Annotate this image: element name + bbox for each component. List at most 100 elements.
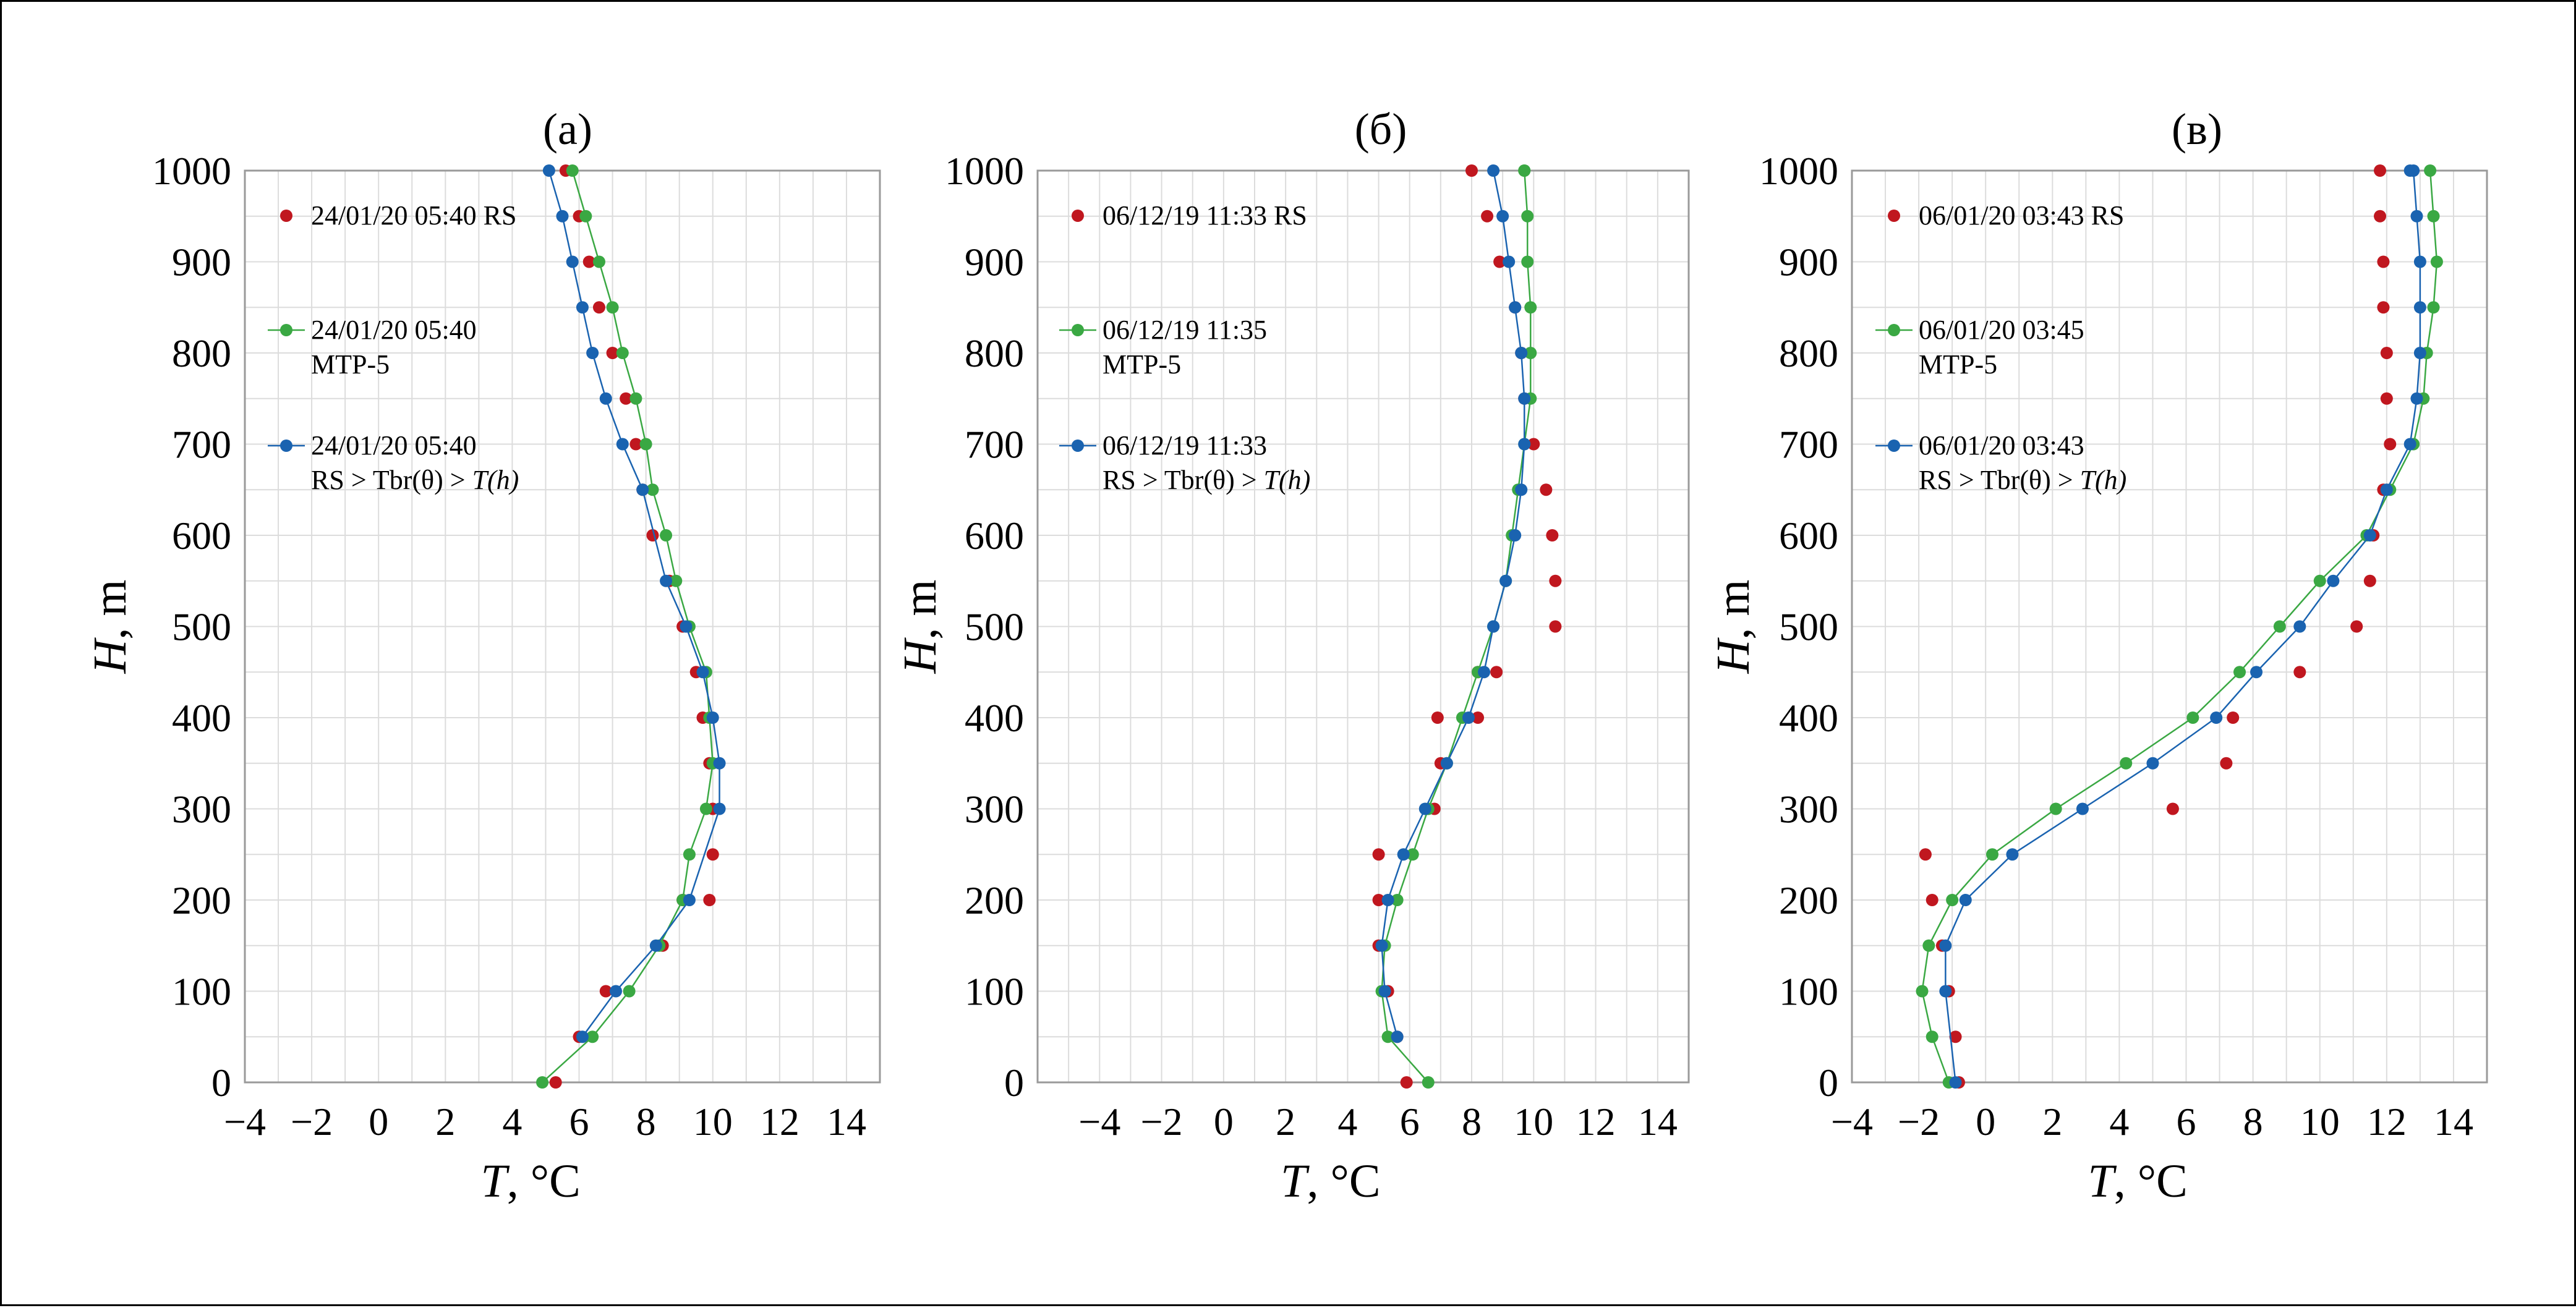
data-point bbox=[1986, 848, 1999, 861]
data-point bbox=[683, 848, 696, 861]
legend-label: 06/12/19 11:33 RS bbox=[1102, 200, 1307, 231]
y-tick-label: 700 bbox=[172, 423, 231, 467]
legend: 06/12/19 11:33 RS 06/12/19 11:35 MTP-5 06/1… bbox=[1059, 200, 1310, 495]
x-tick-label: 0 bbox=[1976, 1100, 1995, 1144]
data-point bbox=[2293, 620, 2306, 633]
panel-title: (б) bbox=[1355, 104, 1407, 154]
data-point bbox=[1919, 848, 1932, 861]
y-tick-label: 0 bbox=[1004, 1061, 1024, 1105]
y-tick-label: 600 bbox=[1779, 514, 1838, 558]
legend-marker bbox=[1888, 210, 1900, 222]
data-point bbox=[1381, 894, 1394, 906]
y-tick-label: 700 bbox=[1779, 423, 1838, 467]
data-point bbox=[556, 210, 569, 223]
y-tick-label: 100 bbox=[172, 970, 231, 1014]
y-tick-label: 100 bbox=[1779, 970, 1838, 1014]
series-line bbox=[548, 170, 720, 1037]
y-tick-label: 400 bbox=[172, 696, 231, 740]
x-tick-label: 6 bbox=[2177, 1100, 2196, 1144]
y-tick-label: 400 bbox=[965, 696, 1024, 740]
data-point bbox=[592, 301, 605, 314]
data-point bbox=[1959, 894, 1972, 906]
data-point bbox=[2374, 164, 2387, 177]
legend-label: MTP-5 bbox=[1919, 349, 1997, 380]
data-point bbox=[2006, 848, 2019, 861]
x-tick-label: 8 bbox=[2243, 1100, 2263, 1144]
data-point bbox=[636, 483, 649, 496]
legend-label: 24/01/20 05:40 bbox=[311, 430, 477, 461]
data-point bbox=[2403, 438, 2416, 451]
legend-marker bbox=[1072, 210, 1084, 222]
data-point bbox=[2293, 666, 2306, 679]
y-tick-label: 400 bbox=[1779, 696, 1838, 740]
x-axis-label: T, °C bbox=[2088, 1155, 2187, 1207]
y-tick-label: 1000 bbox=[152, 149, 231, 193]
x-axis-label: T, °C bbox=[480, 1155, 580, 1207]
x-tick-label: 2 bbox=[1276, 1100, 1295, 1144]
y-tick-label: 200 bbox=[965, 878, 1024, 922]
data-point bbox=[1518, 392, 1531, 405]
data-point bbox=[2427, 210, 2440, 223]
data-point bbox=[1391, 1030, 1404, 1043]
data-point bbox=[1540, 483, 1553, 496]
data-point bbox=[576, 1030, 589, 1043]
data-point bbox=[1496, 210, 1509, 223]
series-line bbox=[1381, 170, 1525, 1037]
x-tick-label: 4 bbox=[2109, 1100, 2129, 1144]
data-point bbox=[2313, 574, 2326, 587]
panel-title: (а) bbox=[543, 104, 592, 154]
y-tick-label: 900 bbox=[965, 240, 1024, 284]
data-point bbox=[576, 301, 589, 314]
data-point bbox=[1549, 574, 1562, 587]
chart-panel-2: −4 −2 0 2 4 6 8 10 12 140100200300400500600700800… bbox=[894, 104, 1690, 1207]
legend-label: RS > Tbr(θ) > T(h) bbox=[1919, 465, 2126, 495]
legend: 24/01/20 05:40 RS 24/01/20 05:40 MTP-5 24/0… bbox=[268, 200, 519, 495]
y-tick-label: 500 bbox=[1779, 605, 1838, 649]
data-point bbox=[2327, 574, 2340, 587]
x-tick-label: 6 bbox=[1400, 1100, 1420, 1144]
legend-marker bbox=[280, 324, 292, 336]
data-point bbox=[2410, 392, 2423, 405]
data-point bbox=[1381, 1030, 1394, 1043]
x-tick-label: 12 bbox=[1576, 1100, 1616, 1144]
data-point bbox=[1372, 848, 1385, 861]
data-point bbox=[582, 255, 595, 268]
x-tick-label: −2 bbox=[291, 1100, 333, 1144]
data-point bbox=[706, 711, 719, 724]
data-point bbox=[566, 255, 579, 268]
y-tick-label: 300 bbox=[965, 788, 1024, 831]
series-rstbr bbox=[1375, 164, 1531, 1043]
x-tick-label: 4 bbox=[1337, 1100, 1357, 1144]
data-point bbox=[2377, 301, 2390, 314]
data-point bbox=[549, 1076, 562, 1089]
data-point bbox=[1462, 711, 1475, 724]
y-tick-label: 0 bbox=[1819, 1061, 1838, 1105]
legend-label: 24/01/20 05:40 RS bbox=[311, 200, 517, 231]
data-point bbox=[629, 392, 642, 405]
data-point bbox=[586, 1030, 599, 1043]
y-tick-label: 800 bbox=[172, 331, 231, 375]
data-point bbox=[536, 1076, 549, 1089]
data-point bbox=[2380, 483, 2393, 496]
data-point bbox=[649, 939, 662, 952]
data-point bbox=[2374, 210, 2387, 223]
data-point bbox=[616, 438, 629, 451]
data-point bbox=[713, 802, 726, 815]
data-point bbox=[620, 392, 633, 405]
legend-label: 06/12/19 11:33 bbox=[1102, 430, 1267, 461]
y-tick-label: 300 bbox=[1779, 788, 1838, 831]
data-point bbox=[1926, 894, 1938, 906]
data-point bbox=[639, 438, 652, 451]
x-tick-label: 2 bbox=[435, 1100, 455, 1144]
data-point bbox=[566, 164, 579, 177]
data-point bbox=[1499, 574, 1512, 587]
y-axis-label: H, m bbox=[1707, 579, 1759, 674]
data-point bbox=[1515, 483, 1528, 496]
data-point bbox=[1472, 711, 1485, 724]
data-point bbox=[599, 985, 612, 998]
data-point bbox=[616, 347, 629, 359]
legend-label: RS > Tbr(θ) > T(h) bbox=[311, 465, 519, 495]
data-point bbox=[1521, 210, 1534, 223]
data-point bbox=[1546, 529, 1559, 541]
